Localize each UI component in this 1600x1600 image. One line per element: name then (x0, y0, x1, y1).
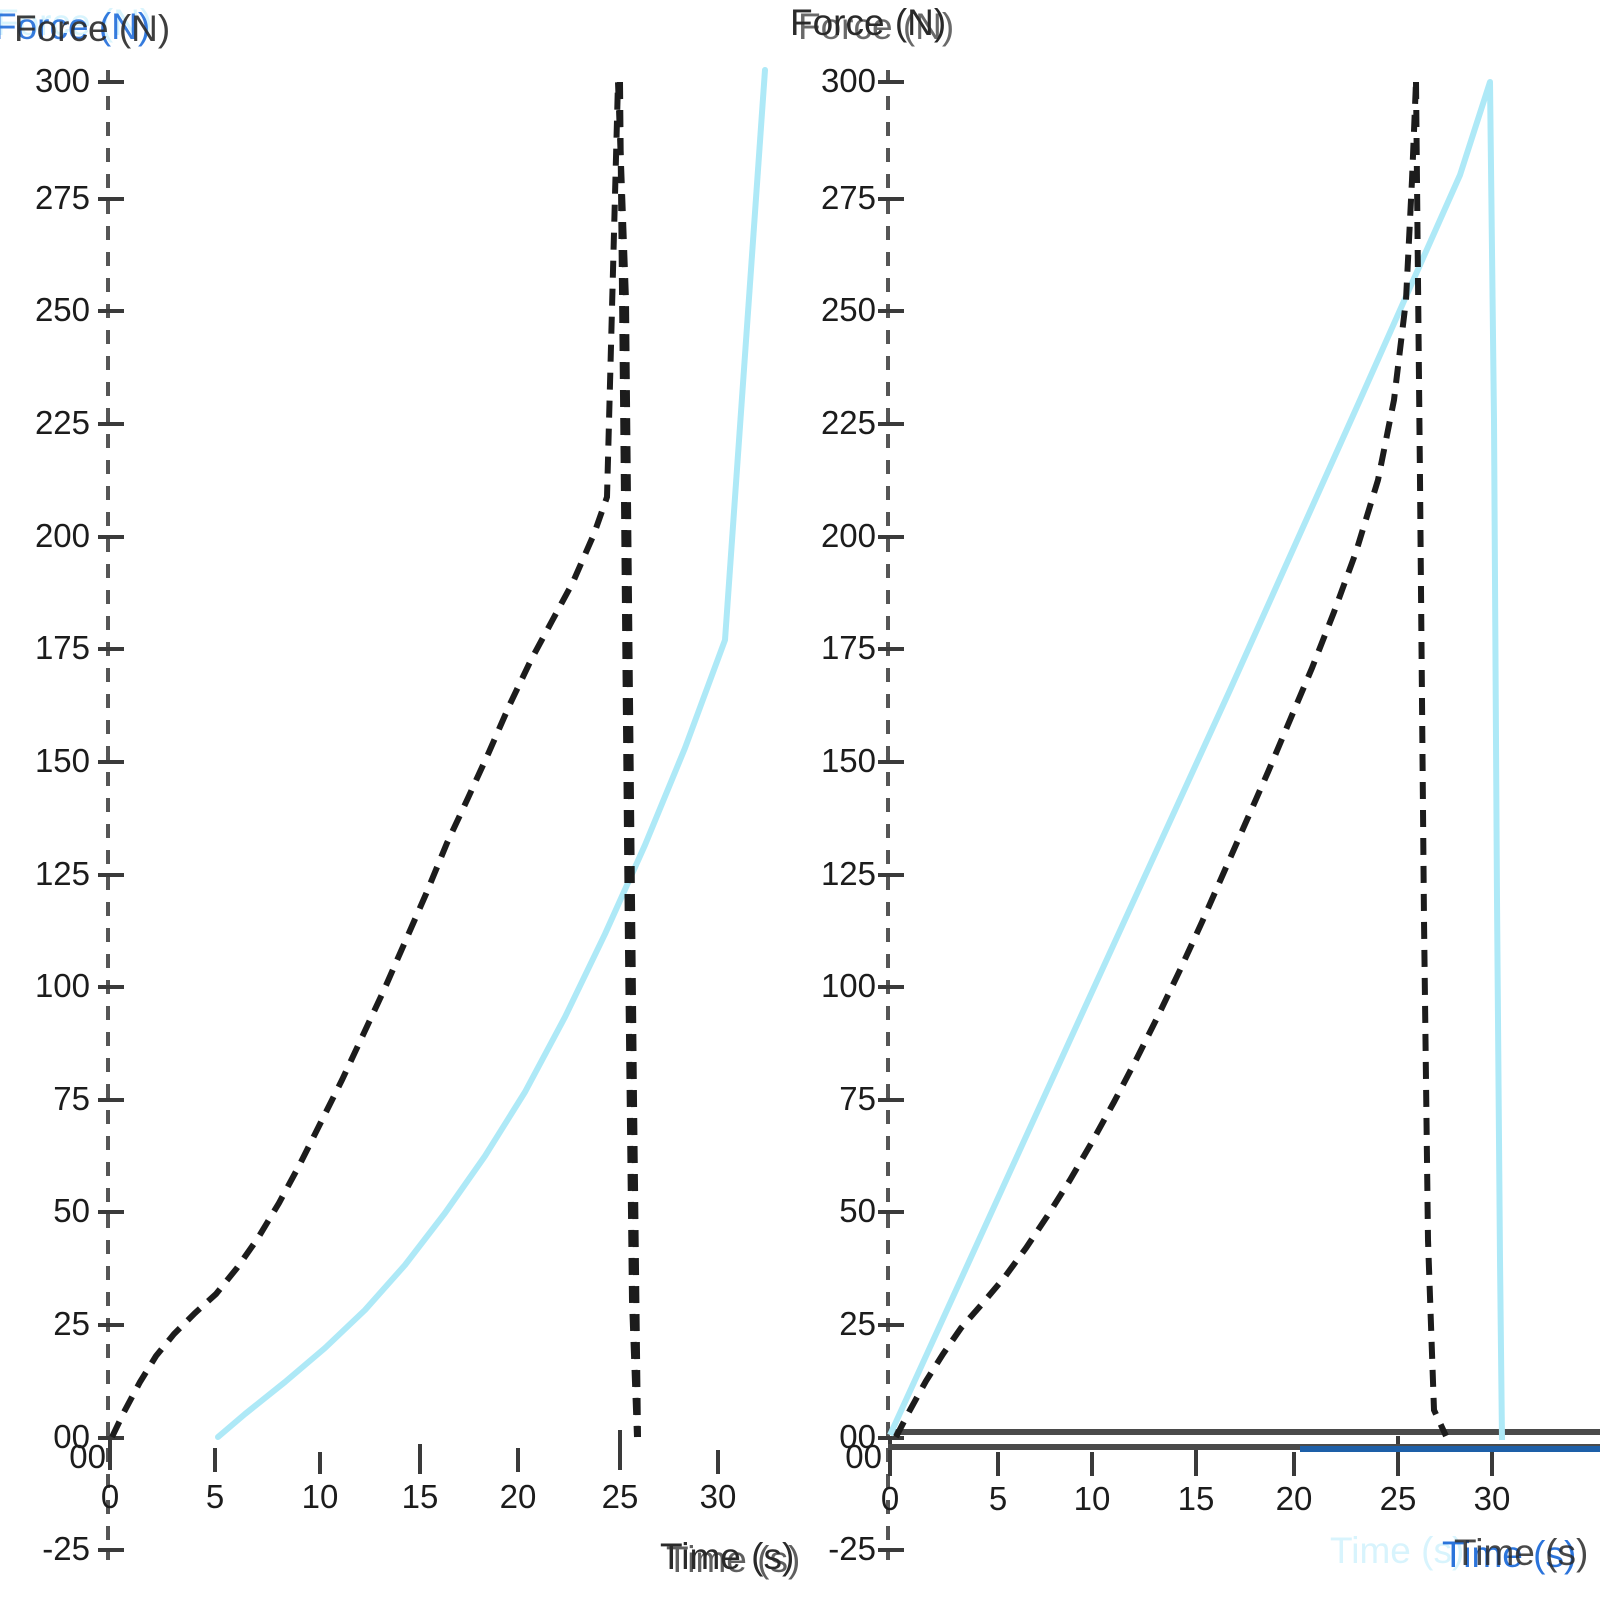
right-ytick-225: 225 (820, 404, 876, 441)
left-ytick-300: 300 (34, 62, 90, 99)
right-ytick-75: 75 (839, 1080, 876, 1117)
left-ytick-250: 250 (34, 291, 90, 328)
right-origin-ghost: 00 (845, 1438, 882, 1475)
left-ytick-200: 200 (34, 517, 90, 554)
chart-panel-right: Force (N) Force (N) 300 275 250 225 200 … (790, 0, 1600, 1600)
left-xtick-30: 30 (699, 1478, 737, 1515)
left-xtick-0: 0 (100, 1478, 120, 1515)
right-solid-series (887, 79, 1505, 1441)
right-plot-area (878, 70, 1600, 1560)
right-xtick-20: 20 (1275, 1480, 1313, 1517)
left-ytick-50: 50 (53, 1192, 90, 1229)
right-ytick-275: 275 (820, 179, 876, 216)
right-y-tick-marks (878, 80, 904, 1552)
right-dashed-drop (1413, 81, 1449, 1438)
left-ytick-150: 150 (34, 742, 90, 779)
left-ytick-neg25: -25 (42, 1530, 90, 1567)
right-ytick-25: 25 (839, 1305, 876, 1342)
right-ytick-neg25: -25 (828, 1530, 876, 1567)
right-ytick-50: 50 (839, 1192, 876, 1229)
right-xtick-10: 10 (1073, 1480, 1111, 1517)
right-ytick-0: 00 (839, 1418, 876, 1455)
chart-panel-left: Force (N) Force (N) Force (N) 300 275 25… (0, 2, 800, 1580)
left-xtick-25: 25 (601, 1478, 639, 1515)
left-plot-area (98, 67, 768, 1560)
left-ytick-175: 175 (34, 629, 90, 666)
left-ytick-275: 275 (34, 179, 90, 216)
left-ytick-75: 75 (53, 1080, 90, 1117)
right-ytick-175: 175 (820, 629, 876, 666)
left-ytick-225: 225 (34, 404, 90, 441)
right-xtick-5: 5 (988, 1480, 1008, 1517)
left-solid-series (215, 67, 768, 1440)
right-xtick-30: 30 (1473, 1480, 1511, 1517)
right-ytick-100: 100 (820, 967, 876, 1004)
right-xtick-25: 25 (1379, 1480, 1417, 1517)
right-ytick-150: 150 (820, 742, 876, 779)
right-dashed-series (893, 81, 1419, 1439)
left-x-tick-marks (108, 1430, 720, 1474)
right-ytick-125: 125 (820, 855, 876, 892)
left-ytick-125: 125 (34, 855, 90, 892)
right-xtick-15: 15 (1177, 1480, 1215, 1517)
right-ytick-200: 200 (820, 517, 876, 554)
right-ytick-300: 300 (820, 62, 876, 99)
left-xtick-5: 5 (205, 1478, 225, 1515)
left-dashed-series (109, 81, 641, 1439)
left-ytick-0: 00 (53, 1418, 90, 1455)
left-ytick-25: 25 (53, 1305, 90, 1342)
left-xtick-15: 15 (401, 1478, 439, 1515)
left-origin-ghost: 00 (69, 1438, 106, 1475)
left-xtick-10: 10 (301, 1478, 339, 1515)
left-dashed-drop (617, 81, 640, 1438)
left-ytick-100: 100 (34, 967, 90, 1004)
right-x-tick-marks (888, 1436, 1494, 1476)
right-xtick-0: 0 (880, 1480, 900, 1517)
left-xtick-20: 20 (499, 1478, 537, 1515)
right-ytick-250: 250 (820, 291, 876, 328)
left-y-tick-marks (98, 80, 124, 1552)
